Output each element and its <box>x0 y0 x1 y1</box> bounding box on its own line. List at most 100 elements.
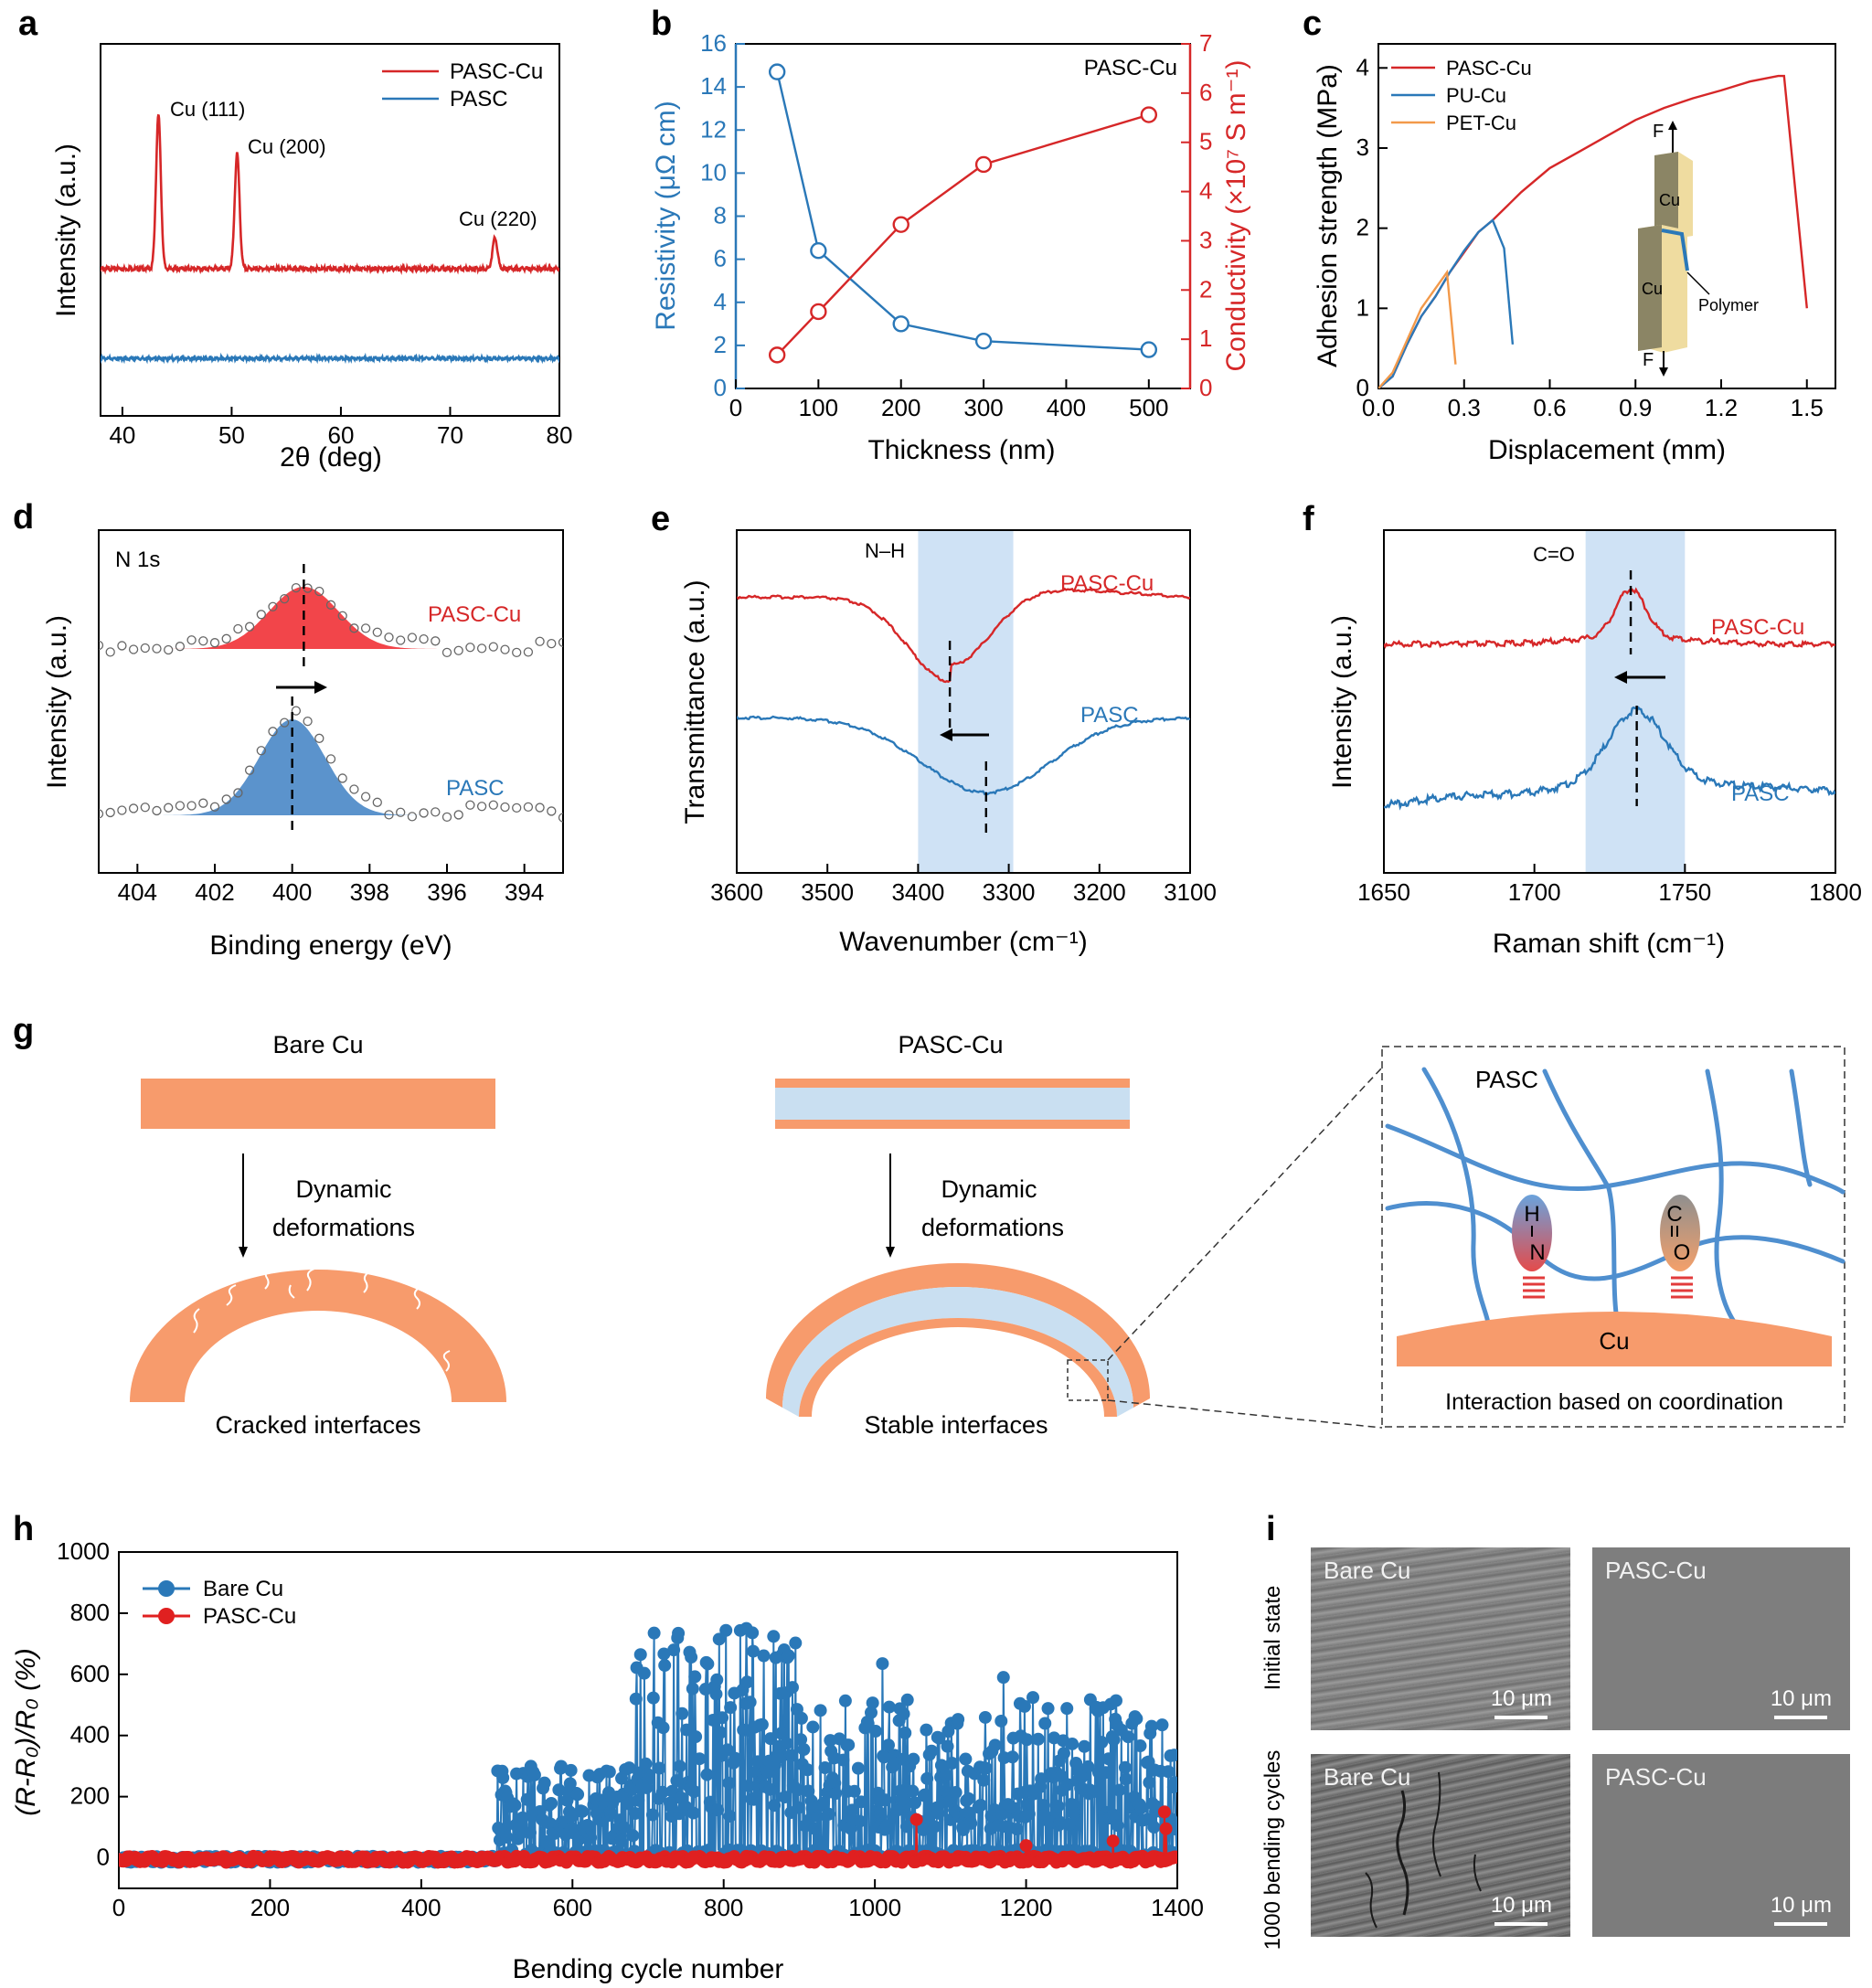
chart-c-ticks: 0.0 0.3 0.6 0.9 1.2 1.5 0 1 2 3 4 <box>1356 53 1824 421</box>
data-point <box>337 611 347 621</box>
data-point-bare-cu <box>632 1793 645 1807</box>
deformations-label-2: deformations <box>921 1214 1064 1241</box>
chart-b-title: PASC-Cu <box>1084 56 1177 80</box>
y-tick-label: 0 <box>1199 374 1212 401</box>
data-point <box>535 803 545 813</box>
data-point-bare-cu <box>794 1733 808 1747</box>
data-point-bare-cu <box>622 1797 635 1811</box>
data-point-bare-cu <box>959 1752 973 1766</box>
y-tick-label: 4 <box>1199 177 1212 205</box>
inset-caption: Interaction based on coordination <box>1445 1389 1783 1415</box>
data-point-bare-cu <box>614 1834 628 1848</box>
series-0-area <box>99 587 563 649</box>
data-point-bare-cu <box>656 1721 670 1735</box>
y-tick-label: 600 <box>70 1660 110 1687</box>
data-point <box>256 610 266 620</box>
sem-label: Bare Cu <box>1324 1763 1411 1791</box>
data-point-bare-cu <box>920 1771 934 1785</box>
data-point-bare-cu <box>1101 1752 1115 1766</box>
dynamic-label: Dynamic <box>295 1175 391 1203</box>
y-tick-label: 10 <box>700 158 727 186</box>
data-point-bare-cu <box>774 1727 788 1740</box>
x-tick-label: 3400 <box>891 878 944 906</box>
data-point <box>105 807 115 818</box>
data-point-bare-cu <box>1066 1737 1080 1750</box>
data-point <box>535 636 545 646</box>
data-point-bare-cu <box>973 1799 987 1813</box>
data-point-bare-cu <box>1078 1739 1091 1753</box>
chart-e: 3600 3500 3400 3300 3200 3100 N–H PASC-Cu PAS… <box>680 529 1217 957</box>
y-tick-label: 800 <box>70 1599 110 1626</box>
cracked-label: Cracked interfaces <box>215 1411 420 1439</box>
data-point <box>360 792 371 802</box>
data-point <box>175 642 186 652</box>
data-point-bare-cu <box>537 1776 551 1790</box>
band-label-nh: N–H <box>865 539 905 562</box>
data-point-bare-cu <box>842 1738 856 1752</box>
data-point <box>1140 106 1158 123</box>
data-point-bare-cu <box>629 1692 643 1706</box>
data-point-bare-cu <box>637 1666 651 1680</box>
data-point-bare-cu <box>920 1723 933 1737</box>
data-point-bare-cu <box>932 1731 946 1745</box>
data-point <box>360 623 371 633</box>
data-point-bare-cu <box>899 1726 912 1739</box>
data-point <box>453 810 463 820</box>
data-point-bare-cu <box>853 1814 867 1828</box>
data-point <box>99 640 104 651</box>
data-point-bare-cu <box>907 1752 920 1766</box>
data-point <box>291 706 302 716</box>
chart-c-ylabel: Adhesion strength (MPa) <box>1313 64 1343 367</box>
data-point-bare-cu <box>882 1738 896 1752</box>
x-tick-label: 0.0 <box>1362 394 1395 421</box>
data-point-bare-cu <box>545 1796 558 1810</box>
chart-e-frame <box>736 529 1191 874</box>
data-point-bare-cu <box>801 1763 814 1777</box>
label-pasc-cu: PASC-Cu <box>428 602 521 627</box>
data-point-bare-cu <box>949 1786 963 1800</box>
data-point <box>198 798 208 808</box>
chart-d-title: N 1s <box>115 547 160 572</box>
x-tick-label: 100 <box>799 394 838 421</box>
data-point-bare-cu <box>763 1732 777 1746</box>
x-tick-label: 60 <box>327 421 354 449</box>
chart-h-ticks: 0 200 400 600 800 1000 1200 1400 0 200 400 600 800 10… <box>57 1537 1204 1921</box>
x-tick-label: 70 <box>437 421 463 449</box>
data-point-bare-cu <box>723 1810 737 1823</box>
data-point <box>105 647 115 657</box>
inset-pasc-label: PASC <box>1475 1066 1538 1093</box>
series-0-line <box>1378 74 1808 388</box>
data-point-bare-cu <box>646 1691 660 1705</box>
scale-bar: 10 μm <box>1771 1893 1832 1926</box>
chart-c-legend: PASC-Cu PU-Cu PET-Cu <box>1391 57 1532 134</box>
data-point-bare-cu <box>964 1816 978 1830</box>
data-point-bare-cu <box>876 1657 889 1671</box>
data-point-bare-cu <box>868 1725 882 1738</box>
pasc-cu-top-layer <box>775 1079 1130 1088</box>
lap-shear-inset: F Cu Cu Polymer F <box>1638 121 1759 377</box>
data-point-bare-cu <box>645 1808 659 1822</box>
chart-h-legend: Bare Cu PASC-Cu <box>143 1577 296 1629</box>
data-point-bare-cu <box>740 1675 754 1689</box>
y-tick-label: 3 <box>1199 226 1212 253</box>
data-point <box>209 638 220 648</box>
inset-force-bottom: F <box>1643 350 1654 370</box>
series-1-area <box>99 719 563 815</box>
data-point <box>558 813 563 823</box>
data-point <box>99 809 104 819</box>
data-point-bare-cu <box>714 1726 728 1739</box>
sem-bare-initial: Bare Cu 10 μm <box>1311 1547 1570 1730</box>
y-tick-label: 1000 <box>57 1537 110 1565</box>
data-point-bare-cu <box>1112 1783 1126 1797</box>
data-point-bare-cu <box>952 1713 965 1727</box>
y-tick-label: 0 <box>714 374 727 401</box>
data-point <box>303 716 313 727</box>
x-tick-label: 0 <box>729 394 742 421</box>
data-point <box>419 808 429 818</box>
data-point-bare-cu <box>686 1682 699 1696</box>
chart-h: 0 200 400 600 800 1000 1200 1400 0 200 400 600 800 10… <box>11 1537 1204 1984</box>
data-point <box>407 633 418 643</box>
data-point-bare-cu <box>996 1671 1010 1685</box>
data-point-bare-cu <box>778 1791 792 1804</box>
